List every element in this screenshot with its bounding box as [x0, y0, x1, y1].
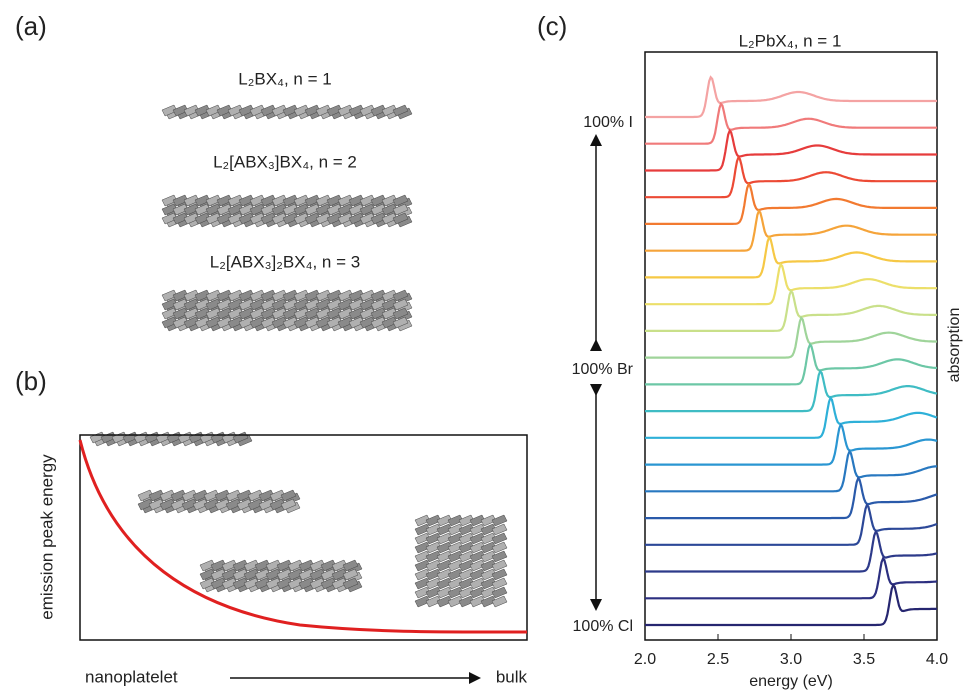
absorption-curve	[645, 505, 937, 545]
x-axis-label: bulk	[496, 667, 528, 686]
panel-label: (a)	[15, 11, 47, 41]
panel-label: (b)	[15, 366, 47, 396]
absorption-curve	[645, 478, 937, 518]
absorption-curve	[645, 291, 937, 331]
absorption-curve	[645, 158, 937, 198]
x-tick-label: 4.0	[926, 651, 948, 668]
absorption-curve	[645, 452, 937, 492]
absorption-curve	[645, 425, 937, 465]
absorption-curve	[645, 532, 937, 572]
composition-label: 100% Br	[572, 361, 634, 378]
chart-title: L₂PbX₄, n = 1	[739, 31, 842, 50]
x-axis-label: nanoplatelet	[85, 667, 178, 686]
absorption-curve	[645, 131, 937, 171]
illustrations	[90, 105, 507, 607]
panel-label: (c)	[537, 11, 567, 41]
figure: (a) (b) (c) L₂BX₄, n = 1 L₂[ABX₃]BX₄, n …	[0, 0, 967, 691]
x-tick-label: 3.0	[780, 651, 802, 668]
absorption-curve	[645, 318, 937, 358]
absorption-curve	[645, 104, 937, 144]
octahedron	[492, 533, 507, 544]
x-tick-label: 2.5	[707, 651, 729, 668]
octahedron	[492, 578, 507, 589]
octahedron	[492, 551, 507, 562]
absorption-curve	[645, 559, 937, 599]
structure-label: L₂BX₄, n = 1	[238, 69, 331, 88]
absorption-curve	[645, 184, 937, 224]
x-axis-label: energy (eV)	[749, 673, 833, 690]
composition-label: 100% Cl	[573, 618, 633, 635]
absorption-curve	[645, 371, 937, 411]
plot-frame	[645, 52, 937, 640]
octahedron	[492, 524, 507, 535]
composition-label: 100% I	[583, 114, 633, 131]
x-tick-label: 3.5	[853, 651, 875, 668]
y-axis-label: absorption	[946, 308, 963, 383]
absorption-curve	[645, 265, 937, 305]
x-tick-label: 2.0	[634, 651, 656, 668]
absorption-curve	[645, 77, 937, 117]
octahedron	[492, 560, 507, 571]
absorption-curve	[645, 585, 937, 625]
structure-label: L₂[ABX₃]₂BX₄, n = 3	[210, 252, 360, 271]
octahedron	[492, 515, 507, 526]
absorption-curve	[645, 238, 937, 278]
absorption-curve	[645, 398, 937, 438]
octahedron	[492, 596, 507, 607]
y-axis-label: emission peak energy	[37, 454, 56, 620]
absorption-curve	[645, 211, 937, 251]
absorption-curve	[645, 345, 937, 385]
octahedron	[492, 587, 507, 598]
octahedron	[492, 569, 507, 580]
structure-label: L₂[ABX₃]BX₄, n = 2	[213, 152, 357, 171]
octahedron	[492, 542, 507, 553]
